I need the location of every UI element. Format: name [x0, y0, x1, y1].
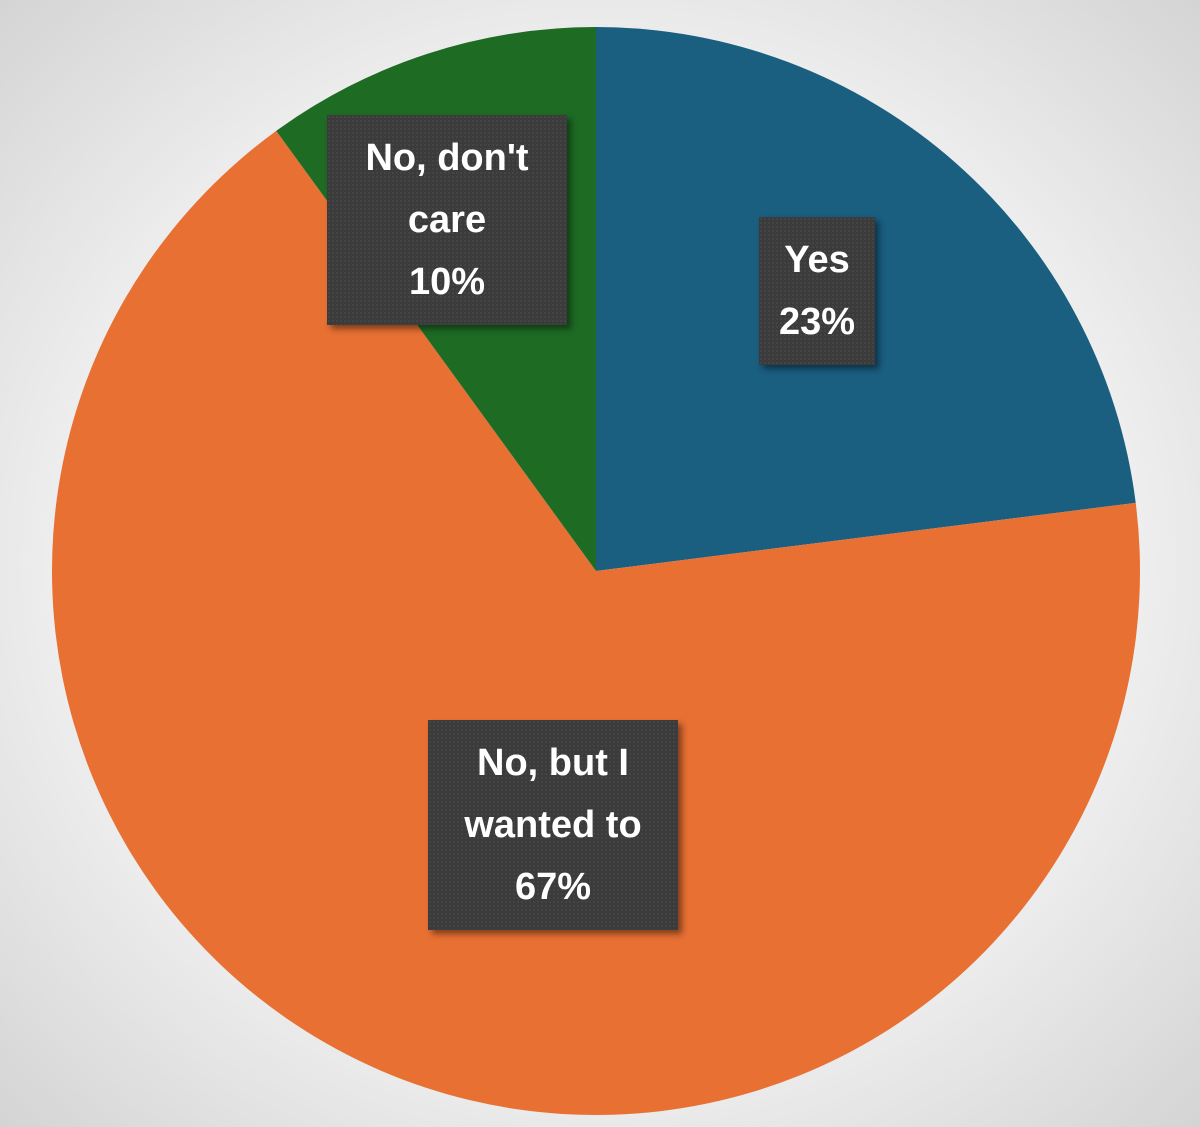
data-label: No, but I wanted to 67%: [428, 720, 678, 930]
label-value: 10%: [408, 261, 486, 303]
label-category: No, but I wanted to: [464, 742, 642, 846]
label-value: 23%: [778, 301, 856, 343]
label-category: Yes: [784, 239, 850, 281]
data-label: No, don't care 10%: [327, 115, 567, 325]
data-label: Yes 23%: [758, 217, 876, 365]
label-value: 67%: [514, 866, 592, 908]
pie-slice: [51, 130, 1140, 1115]
label-category: No, don't care: [365, 137, 529, 241]
